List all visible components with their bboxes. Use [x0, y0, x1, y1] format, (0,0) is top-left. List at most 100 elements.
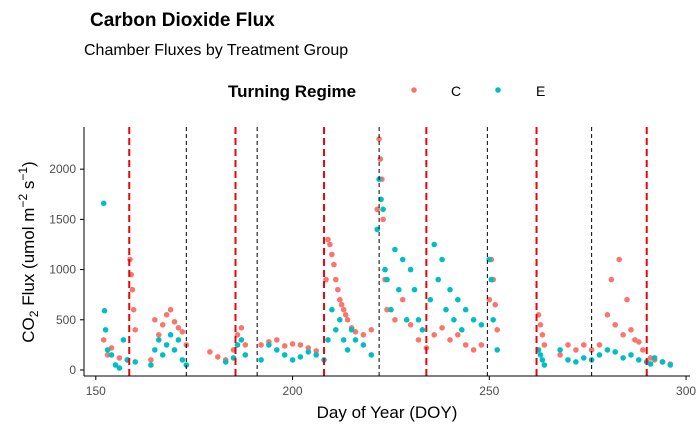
- y-tick-label-1: 500: [56, 313, 76, 327]
- data-point-e-2: [102, 327, 109, 333]
- data-point-c-87: [612, 322, 618, 328]
- data-point-e-76: [537, 352, 544, 358]
- data-point-c-31: [289, 341, 296, 347]
- data-point-e-20: [222, 359, 229, 365]
- data-point-c-80: [565, 342, 571, 348]
- data-point-c-8: [130, 306, 137, 313]
- data-point-e-30: [297, 354, 304, 360]
- data-point-c-94: [640, 347, 646, 353]
- data-point-c-27: [258, 342, 264, 348]
- data-point-c-59: [399, 296, 406, 303]
- data-point-e-32: [313, 352, 320, 358]
- data-point-c-21: [215, 354, 221, 360]
- data-point-c-89: [620, 332, 626, 338]
- data-point-c-49: [360, 332, 367, 338]
- data-point-c-79: [557, 352, 563, 358]
- data-point-e-5: [112, 362, 119, 368]
- data-point-c-15: [167, 306, 174, 313]
- data-point-e-29: [289, 357, 296, 363]
- data-point-e-94: [667, 362, 674, 368]
- data-point-e-68: [462, 306, 469, 313]
- y-axis-ticks: 0 500 1000 1500 2000: [49, 162, 84, 377]
- data-point-e-66: [455, 296, 461, 303]
- data-point-c-45: [342, 312, 349, 318]
- data-point-c-11: [152, 317, 158, 323]
- data-point-e-12: [156, 337, 162, 343]
- data-point-e-63: [443, 306, 449, 313]
- data-point-c-20: [207, 349, 213, 355]
- data-point-e-77: [539, 357, 546, 363]
- data-point-e-15: [167, 332, 174, 338]
- y-tick-label-2: 1000: [49, 263, 76, 277]
- data-point-c-36: [325, 236, 331, 243]
- x-tick-label-1: 200: [283, 384, 303, 398]
- data-point-e-23: [238, 337, 245, 343]
- data-point-e-80: [565, 357, 571, 363]
- data-point-e-6: [116, 365, 123, 371]
- x-tick-label-3: 300: [676, 384, 696, 398]
- data-point-e-59: [427, 296, 434, 303]
- data-point-c-37: [327, 241, 333, 248]
- data-point-e-82: [581, 355, 587, 361]
- data-point-c-61: [415, 337, 422, 343]
- data-point-e-53: [399, 256, 406, 263]
- data-point-e-72: [488, 276, 495, 283]
- data-point-e-44: [374, 226, 381, 233]
- data-point-c-17: [175, 325, 182, 331]
- data-point-e-25: [258, 357, 264, 363]
- data-point-e-57: [415, 317, 422, 323]
- data-point-c-18: [179, 329, 186, 335]
- data-point-e-46: [378, 196, 384, 203]
- data-point-c-14: [163, 312, 170, 318]
- data-point-e-62: [439, 256, 445, 263]
- legend-title: Turning Regime: [228, 82, 356, 101]
- x-tick-label-2: 250: [479, 384, 499, 398]
- data-point-c-7: [129, 286, 136, 293]
- data-point-c-78: [541, 342, 548, 348]
- data-point-e-35: [329, 306, 335, 313]
- data-point-c-3: [116, 355, 123, 361]
- data-point-e-69: [470, 317, 477, 323]
- data-point-e-24: [242, 352, 249, 358]
- data-point-e-31: [305, 349, 312, 355]
- data-point-c-63: [431, 332, 438, 338]
- data-point-e-27: [274, 347, 280, 353]
- data-point-e-56: [411, 286, 418, 293]
- data-point-c-10: [148, 357, 154, 363]
- data-point-c-77: [539, 332, 546, 338]
- data-point-e-93: [659, 359, 666, 365]
- legend-label-c: C: [451, 83, 461, 99]
- data-point-e-73: [490, 317, 497, 323]
- data-point-c-57: [384, 306, 390, 313]
- data-point-c-85: [604, 312, 611, 318]
- chart-subtitle: Chamber Fluxes by Treatment Group: [84, 42, 348, 59]
- data-point-e-70: [478, 322, 485, 328]
- data-point-e-54: [403, 317, 410, 323]
- data-point-e-85: [604, 347, 611, 353]
- data-point-c-44: [340, 306, 347, 313]
- y-tick-label-4: 2000: [49, 162, 76, 176]
- y-axis-label: CO2 Flux (umol m−2 s−1): [16, 161, 41, 342]
- data-point-e-87: [620, 355, 626, 361]
- data-point-e-18: [179, 357, 186, 363]
- data-point-e-17: [175, 337, 182, 343]
- data-point-e-81: [573, 359, 579, 365]
- data-point-e-13: [159, 352, 166, 358]
- data-points: [100, 136, 674, 371]
- data-point-c-39: [331, 261, 337, 268]
- data-point-e-61: [435, 276, 442, 283]
- data-point-c-32: [297, 342, 304, 348]
- chart-title: Carbon Dioxide Flux: [90, 10, 275, 31]
- x-axis-ticks: 150 200 250 300: [86, 376, 696, 398]
- data-point-e-74: [494, 347, 501, 353]
- data-point-c-0: [100, 337, 107, 343]
- data-point-e-41: [352, 337, 359, 343]
- data-point-e-49: [384, 276, 390, 283]
- data-point-e-1: [101, 307, 108, 314]
- data-point-e-38: [340, 337, 347, 343]
- data-point-c-34: [313, 348, 320, 354]
- data-point-c-1: [104, 352, 111, 358]
